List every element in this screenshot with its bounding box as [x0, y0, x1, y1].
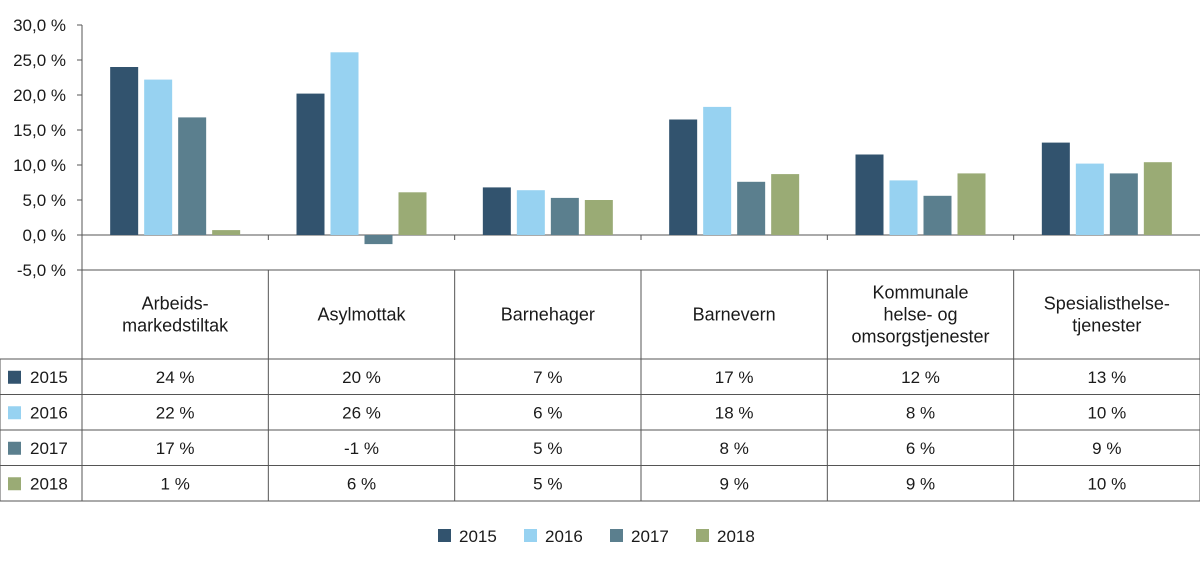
bar-2015-category-3: [482, 187, 511, 235]
legend-swatch-2018: [696, 529, 709, 542]
table-cell: 6 %: [906, 439, 935, 458]
y-tick-label: 20,0 %: [13, 86, 66, 105]
table-cell: 18 %: [715, 403, 754, 422]
bar-2017-category-4: [737, 181, 766, 235]
category-label-line: Arbeids-: [142, 294, 209, 314]
y-tick-label: 0,0 %: [23, 226, 66, 245]
category-label-line: omsorgstjenester: [851, 327, 989, 347]
table-cell: 6 %: [533, 403, 562, 422]
bar-2016-category-4: [703, 106, 732, 236]
table-cell: 1 %: [161, 474, 190, 493]
category-label: Kommunale helse- og omsorgstjenester: [851, 283, 989, 347]
row-label-2016: 2016: [30, 403, 68, 422]
bar-2016-category-1: [144, 79, 173, 235]
legend-label-2015: 2015: [459, 527, 497, 546]
y-tick-label: 5,0 %: [23, 191, 66, 210]
bar-2017-category-2: [364, 235, 393, 245]
bar-2017-category-5: [923, 195, 952, 235]
y-tick-label: -5,0 %: [17, 261, 66, 280]
row-label-2018: 2018: [30, 474, 68, 493]
category-label-line: Spesialisthelse-: [1044, 294, 1170, 314]
bar-2018-category-1: [212, 230, 241, 235]
bar-2016-category-6: [1075, 163, 1104, 235]
y-tick-label: 15,0 %: [13, 121, 66, 140]
table-cell: 20 %: [342, 368, 381, 387]
bar-2018-category-3: [584, 200, 613, 235]
table-cell: 5 %: [533, 439, 562, 458]
legend-label-2018: 2018: [717, 527, 755, 546]
bar-2018-category-2: [398, 192, 427, 235]
table-cell: 5 %: [533, 474, 562, 493]
table-cell: 10 %: [1087, 403, 1126, 422]
table-cell: 12 %: [901, 368, 940, 387]
bar-2015-category-1: [110, 67, 139, 235]
legend-label-2017: 2017: [631, 527, 669, 546]
data-table: Arbeids-markedstiltak Asylmottak Barnehage…: [0, 269, 1200, 502]
legend-label-2016: 2016: [545, 527, 583, 546]
row-key-swatch-2018: [8, 477, 21, 491]
category-label-line: markedstiltak: [122, 316, 229, 336]
legend-swatch-2015: [438, 529, 451, 542]
category-label-line: helse- og: [883, 305, 957, 325]
table-cell: 13 %: [1087, 368, 1126, 387]
table-cell: 9 %: [906, 474, 935, 493]
legend: 2015 2016 2017 2018: [438, 527, 755, 546]
table-cell: 10 %: [1087, 474, 1126, 493]
table-cell: 24 %: [156, 368, 195, 387]
row-label-2015: 2015: [30, 368, 68, 387]
category-label-line: Barnevern: [693, 305, 776, 325]
bar-2018-category-5: [957, 173, 986, 235]
row-key-swatch-2016: [8, 406, 21, 420]
category-label-line: Asylmottak: [317, 305, 406, 325]
table-cell: 17 %: [156, 439, 195, 458]
y-axis: 30,0 % 25,0 % 20,0 % 15,0 % 10,0 % 5,0 % 0,0 %…: [13, 16, 1200, 280]
bar-2015-category-6: [1041, 142, 1070, 235]
table-cell: 26 %: [342, 403, 381, 422]
bar-2015-category-2: [296, 93, 325, 235]
table-cell: 6 %: [347, 474, 376, 493]
table-cell: 9 %: [720, 474, 749, 493]
table-cell: 9 %: [1092, 439, 1121, 458]
y-tick-label: 25,0 %: [13, 51, 66, 70]
bar-2016-category-5: [889, 180, 918, 235]
category-label-line: Kommunale: [872, 283, 968, 303]
table-cell: 22 %: [156, 403, 195, 422]
row-key-swatch-2015: [8, 370, 21, 384]
category-label: Spesialisthelse-tjenester: [1044, 294, 1170, 336]
table-cell: 7 %: [533, 368, 562, 387]
bar-2018-category-6: [1143, 162, 1172, 235]
row-key-swatch-2017: [8, 441, 21, 455]
category-label-line: Barnehager: [501, 305, 595, 325]
category-label: Asylmottak: [317, 305, 406, 325]
category-label: Arbeids-markedstiltak: [122, 294, 229, 336]
bar-2015-category-4: [669, 119, 698, 235]
table-cell: 8 %: [906, 403, 935, 422]
bar-2015-category-5: [855, 154, 884, 235]
table-cell: -1 %: [344, 439, 379, 458]
table-cell: 8 %: [720, 439, 749, 458]
bar-2018-category-4: [771, 174, 800, 235]
y-tick-label: 10,0 %: [13, 156, 66, 175]
category-label: Barnevern: [693, 305, 776, 325]
bar-2017-category-6: [1109, 173, 1138, 235]
bar-2017-category-1: [178, 117, 207, 235]
table-cell: 17 %: [715, 368, 754, 387]
row-label-2017: 2017: [30, 439, 68, 458]
bar-2016-category-3: [516, 190, 545, 235]
legend-swatch-2017: [610, 529, 623, 542]
bar-2016-category-2: [330, 52, 359, 235]
legend-swatch-2016: [524, 529, 537, 542]
category-label: Barnehager: [501, 305, 595, 325]
bar-plot-area: [110, 52, 1172, 245]
category-label-line: tjenester: [1072, 316, 1141, 336]
y-tick-label: 30,0 %: [13, 16, 66, 35]
bar-2017-category-3: [550, 197, 579, 235]
